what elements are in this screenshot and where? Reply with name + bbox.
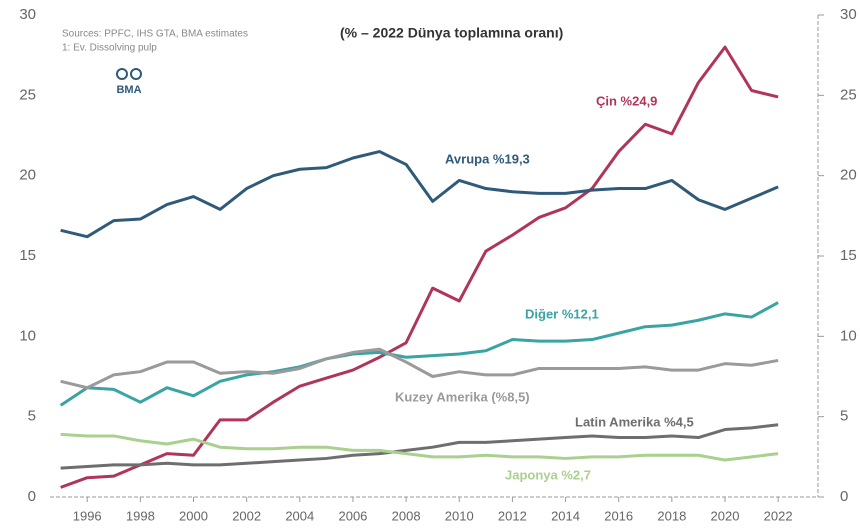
x-tick-label: 2022	[764, 508, 793, 523]
x-tick-label: 2006	[338, 508, 367, 523]
y2-tick-label: 5	[840, 408, 848, 425]
series-line	[59, 301, 779, 407]
y2-tick-label: 25	[840, 86, 857, 103]
chart-title: (% – 2022 Dünya toplamına oranı)	[340, 25, 563, 41]
series-label: Çin %24,9	[596, 93, 657, 108]
x-tick-label: 1996	[73, 508, 102, 523]
y2-tick-label: 0	[840, 488, 848, 505]
logo-icon	[130, 68, 142, 80]
series-line	[60, 432, 779, 462]
x-tick-label: 2002	[232, 508, 261, 523]
x-tick-label: 2010	[445, 508, 474, 523]
y2-tick-label: 30	[840, 6, 857, 23]
y-tick-label: 30	[19, 6, 36, 23]
x-tick-label: 2014	[551, 508, 580, 523]
note: 1: Ev. Dissolving pulp	[62, 43, 157, 54]
series-label: Diğer %12,1	[525, 306, 599, 321]
y2-tick-label: 15	[840, 247, 857, 264]
x-tick-label: 2020	[711, 508, 740, 523]
series-label: Avrupa %19,3	[445, 151, 530, 166]
y-tick-label: 10	[19, 327, 36, 344]
logo: BMA	[116, 84, 141, 96]
x-tick-label: 2004	[285, 508, 314, 523]
x-tick-label: 2012	[498, 508, 527, 523]
y-tick-label: 20	[19, 167, 36, 184]
series-line	[60, 150, 779, 239]
x-tick-label: 2008	[392, 508, 421, 523]
series-line	[60, 423, 779, 470]
x-tick-label: 1998	[126, 508, 155, 523]
y-tick-label: 25	[19, 86, 36, 103]
logo-icon	[116, 68, 128, 80]
y2-tick-label: 20	[840, 167, 857, 184]
x-tick-label: 2016	[604, 508, 633, 523]
source: Sources: PPFC, IHS GTA, BMA estimates	[62, 29, 248, 40]
y-tick-label: 0	[28, 488, 36, 505]
series-label: Japonya %2,7	[505, 467, 591, 482]
series-line	[60, 45, 779, 489]
series-label: Kuzey Amerika (%8,5)	[395, 389, 530, 404]
series-line	[60, 347, 779, 390]
y-tick-label: 5	[28, 408, 36, 425]
y2-tick-label: 10	[840, 327, 857, 344]
x-tick-label: 2018	[657, 508, 686, 523]
x-tick-label: 2000	[179, 508, 208, 523]
y-tick-label: 15	[19, 247, 36, 264]
series-label: Latin Amerika %4,5	[575, 414, 694, 429]
